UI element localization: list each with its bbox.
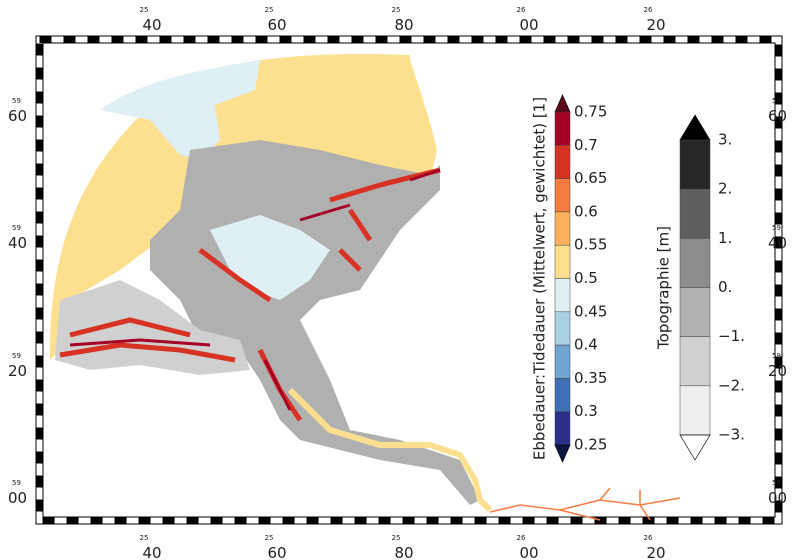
river-channel (287, 387, 493, 513)
map-area (49, 54, 681, 521)
y-label-prefix: 59 (772, 224, 781, 232)
colorbar-title: Topographie [m] (655, 226, 673, 350)
colorbar-label: −1. (718, 327, 745, 345)
colorbar-label: 0.75 (574, 103, 607, 121)
y-label-prefix: 59 (12, 479, 21, 487)
x-label-prefix: 26 (644, 534, 653, 542)
colorbar-band (554, 378, 571, 412)
x-label-prefix: 25 (265, 534, 274, 542)
y-label: 00 (8, 489, 27, 507)
colorbar-band (679, 385, 711, 436)
colorbar-band (554, 311, 571, 346)
y-label: 60 (768, 107, 787, 125)
y-label-prefix: 59 (772, 97, 781, 105)
colorbar-label: 0.3 (574, 402, 598, 420)
colorbar-label: 0.7 (574, 136, 598, 154)
x-label-prefix: 25 (265, 6, 274, 14)
y-label: 60 (8, 107, 27, 125)
colorbar-band (554, 344, 571, 379)
colorbar-band (554, 411, 571, 446)
x-label: 80 (394, 544, 413, 560)
x-label-prefix: 25 (140, 534, 149, 542)
colorbar-band (554, 145, 571, 179)
x-label: 20 (646, 16, 665, 34)
x-label: 20 (646, 544, 665, 560)
x-label: 60 (267, 16, 286, 34)
colorbar-band (554, 278, 571, 313)
colorbar-band (679, 336, 711, 387)
x-label-prefix: 26 (517, 6, 526, 14)
y-label-prefix: 59 (12, 97, 21, 105)
river-upstream (489, 487, 681, 521)
colorbar-band (554, 178, 571, 213)
colorbar-band (554, 211, 571, 246)
land-gray (150, 140, 480, 505)
colorbar-band (554, 111, 571, 146)
x-label: 00 (519, 16, 538, 34)
y-label: 40 (8, 234, 27, 252)
y-label: 40 (768, 234, 787, 252)
colorbar-label: 0.35 (574, 369, 607, 387)
colorbar-label: 0. (718, 278, 732, 296)
y-label-prefix: 59 (12, 224, 21, 232)
colorbar-under (679, 434, 711, 461)
colorbar-over (554, 94, 571, 113)
shallow-blue (100, 60, 260, 160)
colorbar-label: 0.45 (574, 302, 607, 320)
colorbar-under (554, 444, 571, 463)
x-label-prefix: 26 (644, 6, 653, 14)
y-label-prefix: 59 (772, 352, 781, 360)
x-label: 60 (267, 544, 286, 560)
colorbar-band (554, 244, 571, 279)
frame-inner (42, 42, 776, 518)
colorbar-label: 1. (718, 229, 732, 247)
colorbar-label: 0.4 (574, 336, 598, 354)
x-label: 40 (142, 544, 161, 560)
sea-yellow (49, 54, 438, 360)
frame-checker (36, 36, 782, 524)
colorbar-label: −3. (718, 426, 745, 444)
y-label: 00 (768, 489, 787, 507)
colorbar-band (679, 139, 711, 190)
y-label-prefix: 59 (12, 352, 21, 360)
colorbar-label: −2. (718, 376, 745, 394)
colorbar-band (679, 188, 711, 239)
x-label-prefix: 26 (517, 534, 526, 542)
tidal-dark (69, 168, 441, 411)
colorbar-band (679, 287, 711, 337)
x-label: 40 (142, 16, 161, 34)
y-label: 20 (768, 362, 787, 380)
colorbar-label: 0.65 (574, 169, 607, 187)
colorbar-label: 0.6 (574, 202, 598, 220)
y-label: 20 (8, 362, 27, 380)
x-label: 80 (394, 16, 413, 34)
colorbar-label: 0.55 (574, 236, 607, 254)
colorbar-label: 2. (718, 180, 732, 198)
colorbar-label: 0.5 (574, 269, 598, 287)
x-label-prefix: 25 (392, 6, 401, 14)
colorbar-label: 3. (718, 131, 732, 149)
x-label: 00 (519, 544, 538, 560)
x-label-prefix: 25 (392, 534, 401, 542)
colorbar-label: 0.25 (574, 436, 607, 454)
y-label-prefix: 59 (772, 479, 781, 487)
x-label-prefix: 25 (140, 6, 149, 14)
colorbar-band (679, 238, 711, 288)
colorbar-over (679, 114, 711, 141)
colorbar-title: Ebbedauer:Tidedauer (Mittelwert, gewicht… (531, 97, 549, 460)
